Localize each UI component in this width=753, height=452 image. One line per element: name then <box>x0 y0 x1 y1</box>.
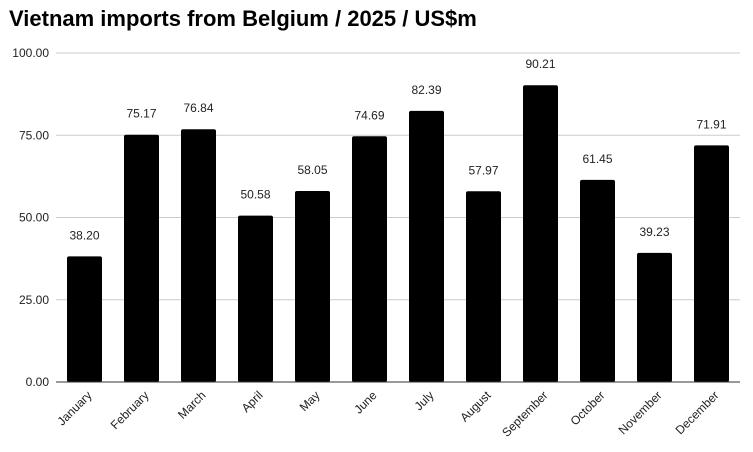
data-label: 38.20 <box>69 228 99 242</box>
x-tick-label: November <box>616 388 665 437</box>
x-tick-label: April <box>239 388 266 415</box>
bars <box>67 85 729 383</box>
data-label: 74.69 <box>354 108 384 122</box>
bar <box>580 179 615 382</box>
y-axis-ticks: 0.00 25.00 50.00 75.00 100.00 <box>12 46 49 389</box>
data-label: 50.58 <box>240 188 270 202</box>
y-tick-label: 100.00 <box>12 46 49 60</box>
x-tick-label: October <box>568 388 608 428</box>
x-axis-categories: January February March April May June July Augu… <box>55 388 722 440</box>
data-label: 76.84 <box>183 101 213 115</box>
x-tick-label: December <box>673 388 722 437</box>
data-label: 71.91 <box>696 117 726 131</box>
bar <box>694 145 729 382</box>
data-label: 39.23 <box>639 225 669 239</box>
bar <box>352 136 387 382</box>
x-tick-label: February <box>108 388 152 432</box>
x-tick-label: March <box>175 388 208 421</box>
y-tick-label: 0.00 <box>26 375 50 389</box>
data-label: 58.05 <box>297 163 327 177</box>
gridlines <box>56 52 740 301</box>
x-tick-label: September <box>499 388 550 439</box>
bar <box>409 110 444 383</box>
data-labels: 38.20 75.17 76.84 50.58 58.05 74.69 82.39 57.97… <box>69 57 726 242</box>
x-tick-label: July <box>412 388 437 413</box>
x-tick-label: August <box>457 388 494 425</box>
bar <box>295 191 330 382</box>
x-tick-label: June <box>351 388 380 417</box>
bar <box>124 134 159 382</box>
chart-title: Vietnam imports from Belgium / 2025 / US… <box>9 6 477 31</box>
data-label: 75.17 <box>126 107 156 121</box>
data-label: 61.45 <box>582 152 612 166</box>
bar <box>67 256 102 382</box>
bar <box>466 191 501 382</box>
data-label: 90.21 <box>525 57 555 71</box>
y-tick-label: 25.00 <box>19 293 49 307</box>
bar <box>181 129 216 382</box>
bar <box>637 252 672 382</box>
bar <box>523 85 558 382</box>
x-tick-label: May <box>297 388 323 414</box>
data-label: 57.97 <box>468 163 498 177</box>
y-tick-label: 75.00 <box>19 128 49 142</box>
y-tick-label: 50.00 <box>19 211 49 225</box>
bar <box>238 215 273 382</box>
x-tick-label: January <box>55 388 95 428</box>
data-label: 82.39 <box>411 83 441 97</box>
